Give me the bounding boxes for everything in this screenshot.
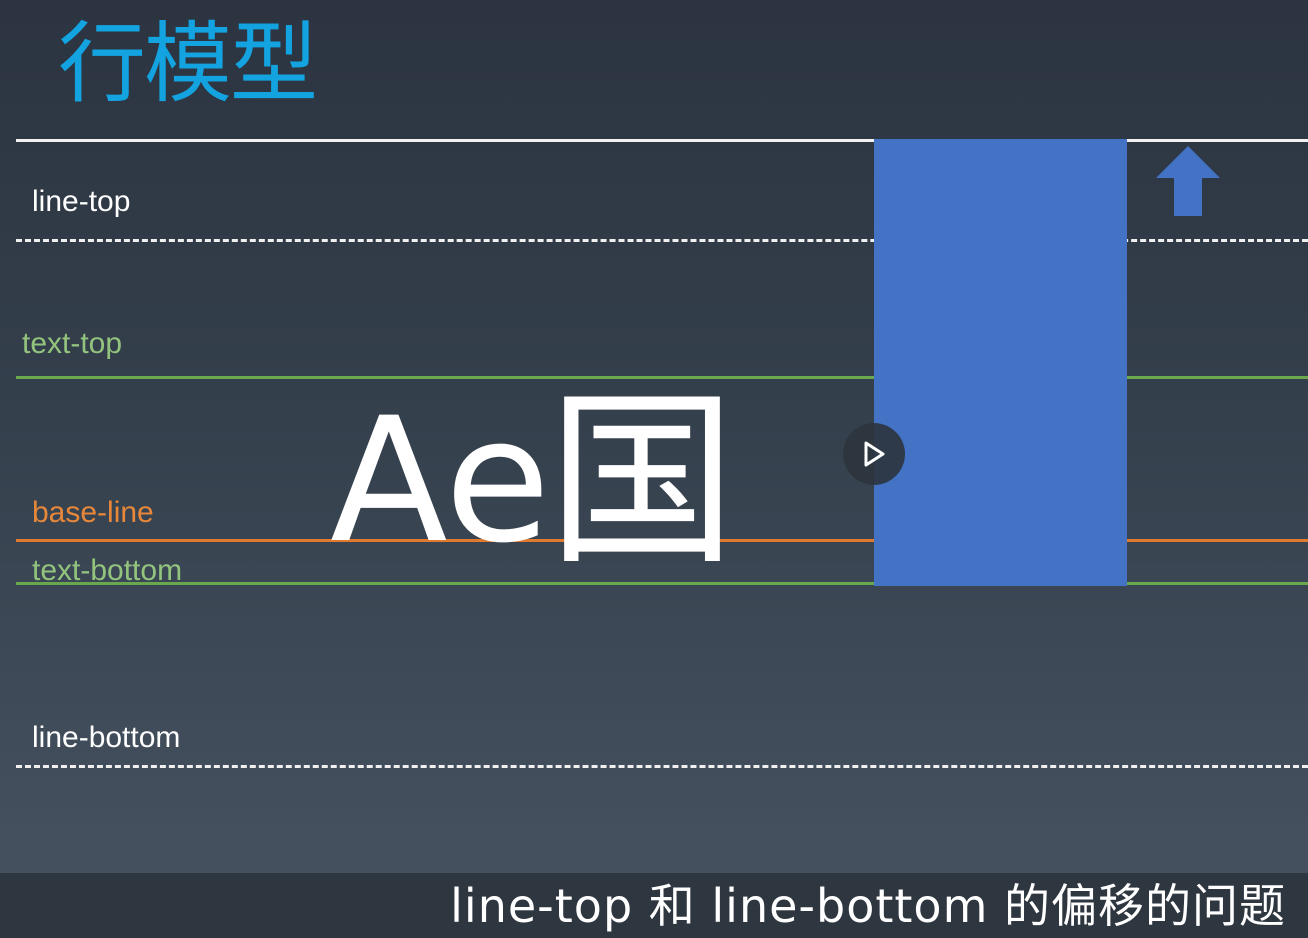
sample-latin-text: Ae xyxy=(330,380,551,581)
base-line-label: base-line xyxy=(32,496,154,529)
play-button[interactable] xyxy=(843,423,905,485)
line-bottom-line xyxy=(16,765,1308,768)
text-top-line xyxy=(16,376,1308,379)
line-bottom-label: line-bottom xyxy=(32,721,181,754)
slide-title: 行模型 xyxy=(58,12,318,115)
up-arrow-icon xyxy=(1156,146,1220,216)
base-line-line xyxy=(16,539,1308,542)
play-icon xyxy=(864,441,885,467)
inline-block-box xyxy=(874,139,1127,586)
text-top-label: text-top xyxy=(22,327,123,360)
subtitle-text: line-top 和 line-bottom 的偏移的问题 xyxy=(450,879,1286,933)
text-bottom-label: text-bottom xyxy=(32,554,183,587)
sample-cjk-text: 国 xyxy=(548,372,736,591)
line-top-line xyxy=(16,239,1308,242)
subtitle-bar: line-top 和 line-bottom 的偏移的问题 xyxy=(0,873,1308,938)
top-boundary-line xyxy=(16,139,1308,142)
line-top-label: line-top xyxy=(32,185,131,218)
text-bottom-line xyxy=(16,582,1308,585)
slide: 行模型 line-top text-top base-line text-bot… xyxy=(16,12,1308,768)
